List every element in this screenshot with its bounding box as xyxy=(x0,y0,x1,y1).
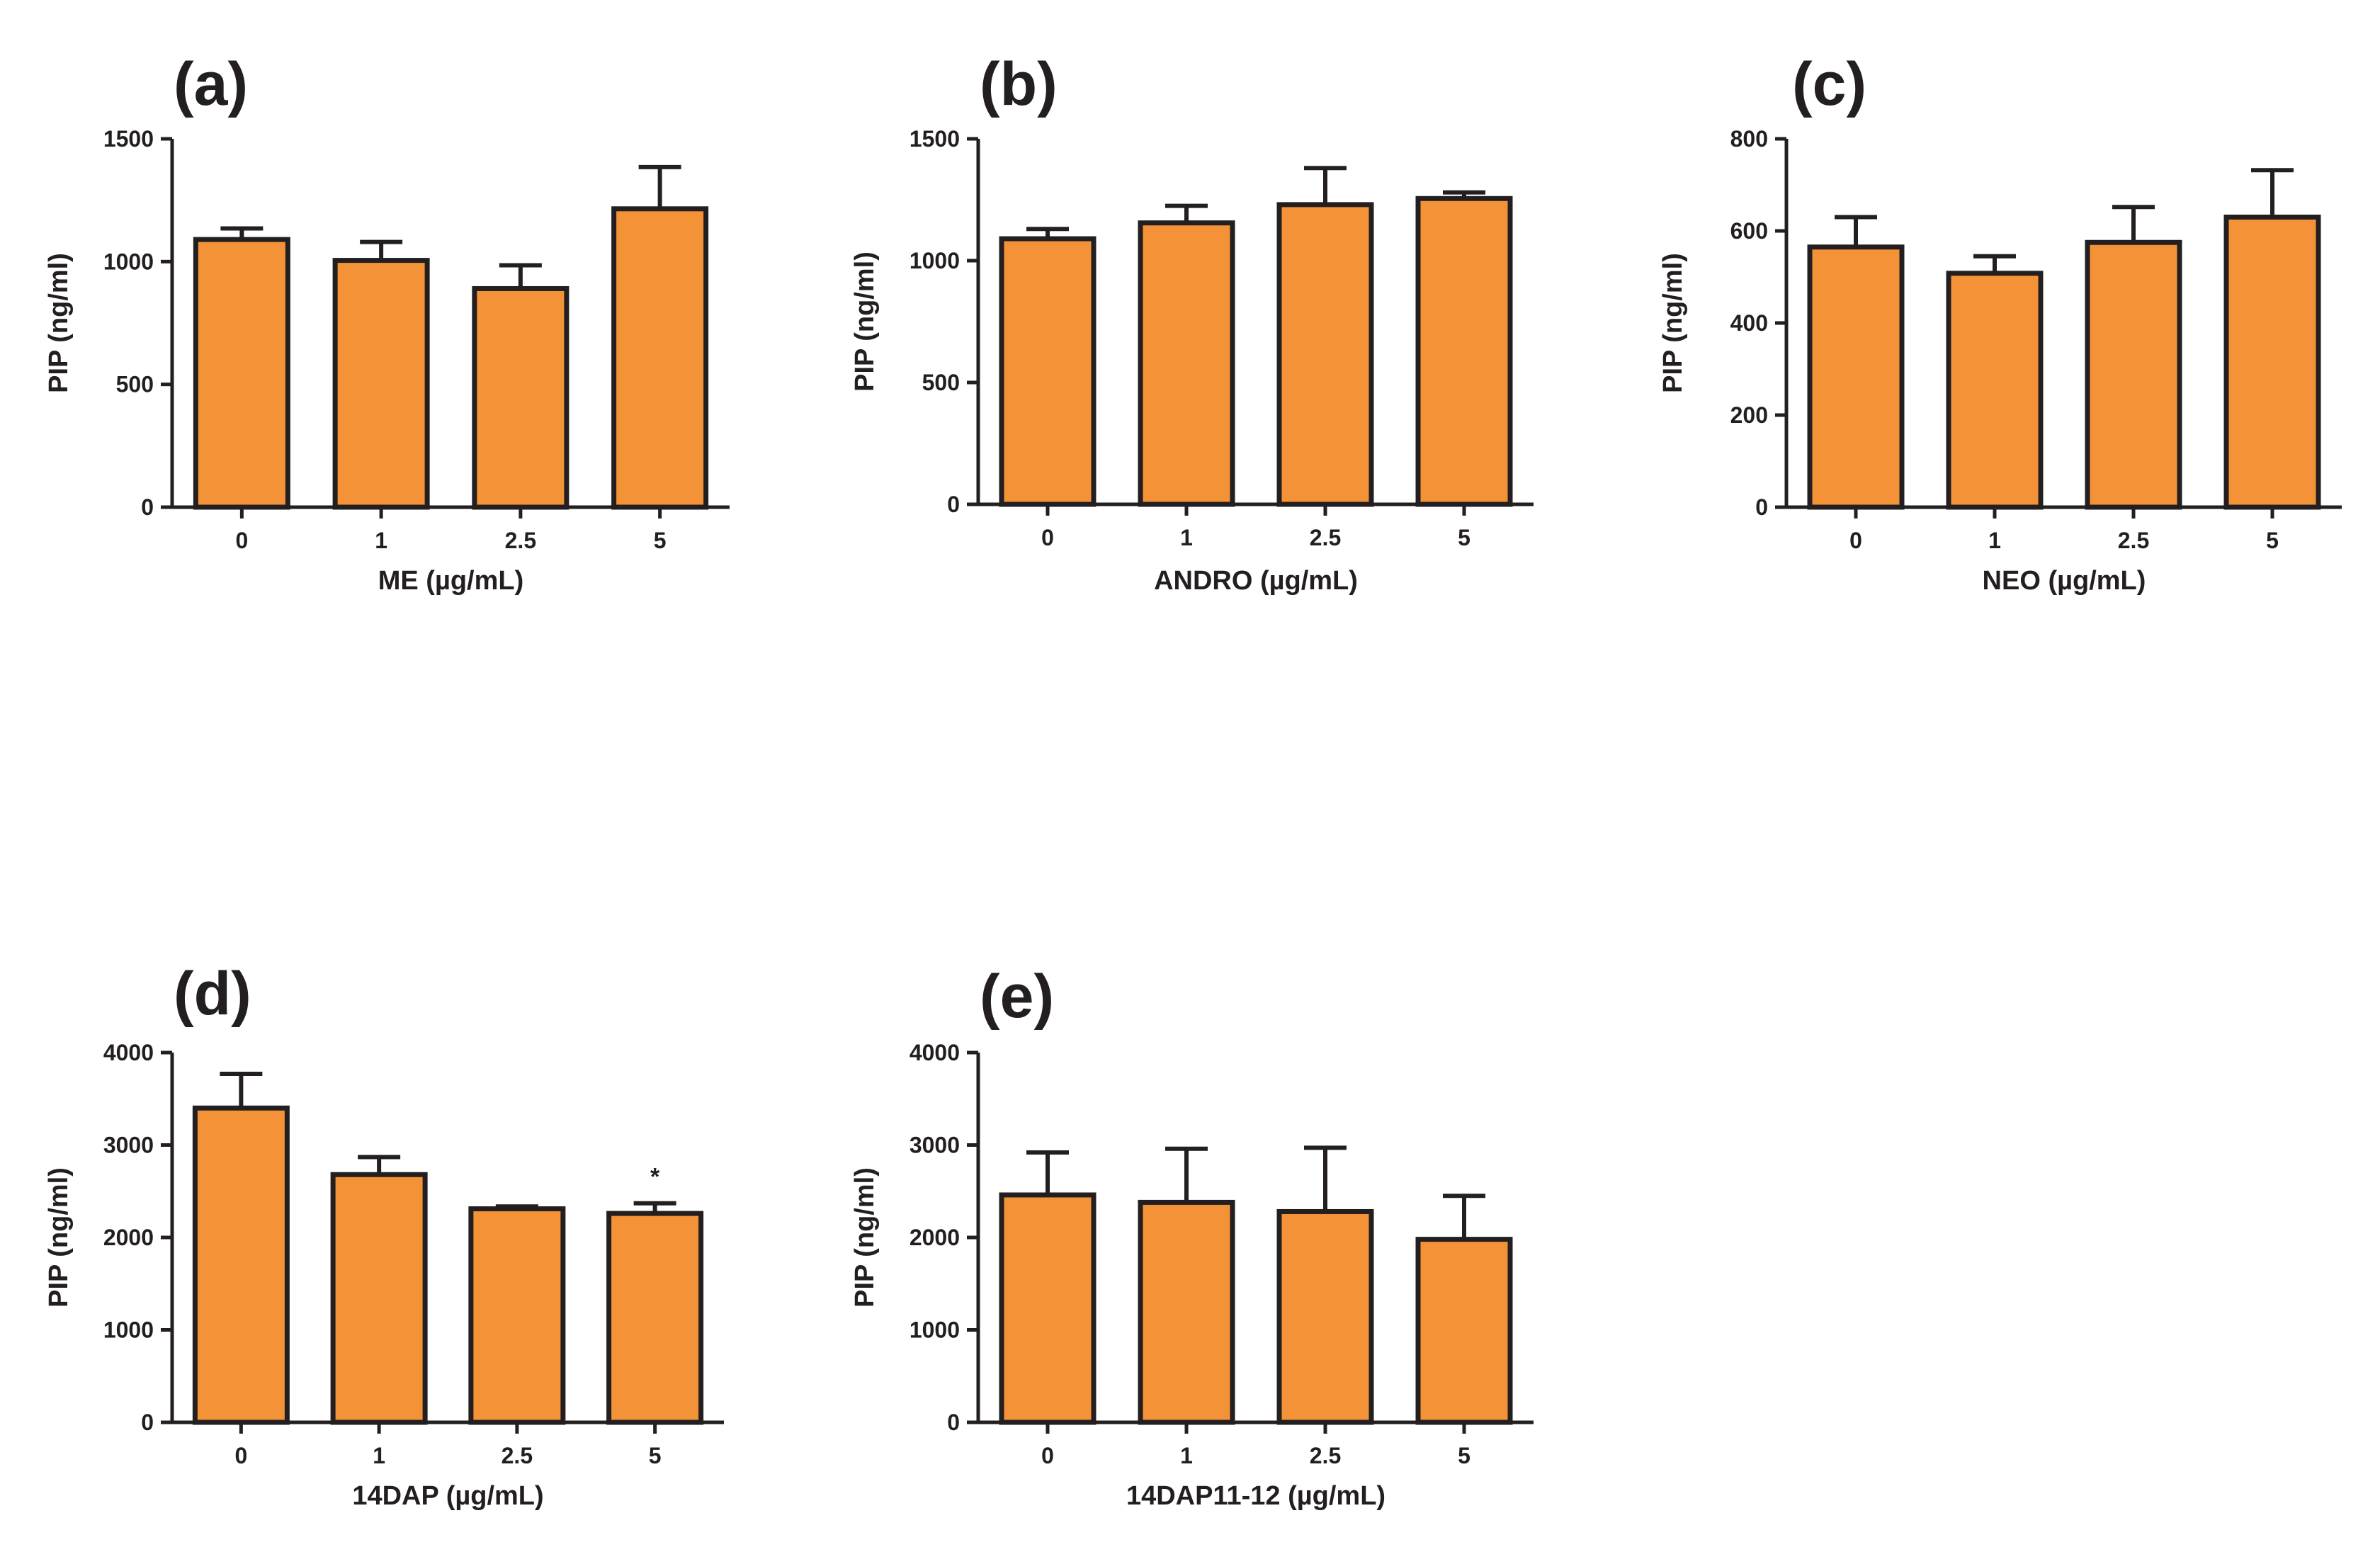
significance-marker: * xyxy=(650,1164,660,1191)
y-tick-label: 1000 xyxy=(910,248,960,273)
bar xyxy=(193,237,290,510)
bar xyxy=(332,258,430,510)
bar xyxy=(1807,244,1905,510)
y-tick-label: 2000 xyxy=(103,1225,154,1250)
panel-label: (b) xyxy=(980,50,1058,118)
x-tick-label: 0 xyxy=(1849,528,1862,553)
x-tick-label: 1 xyxy=(1180,1443,1193,1468)
y-tick-label: 1000 xyxy=(103,249,154,274)
x-tick-label: 1 xyxy=(373,1443,385,1468)
y-tick-label: 1000 xyxy=(910,1318,960,1343)
x-tick-label: 2.5 xyxy=(502,1443,533,1468)
x-tick-label: 5 xyxy=(1458,525,1470,550)
x-tick-label: 0 xyxy=(235,528,248,553)
chart-panel: (d) 0 1000 2000 3000 4000 0 1 2.5 5 * 14DAP (µg/mL)… xyxy=(44,960,724,1511)
x-tick-label: 5 xyxy=(654,528,667,553)
x-tick-label: 2.5 xyxy=(2118,528,2149,553)
bar xyxy=(1946,271,2044,510)
x-tick-label: 0 xyxy=(1041,525,1054,550)
bar xyxy=(606,1211,704,1425)
bar xyxy=(468,1206,566,1425)
x-tick-label: 1 xyxy=(1180,525,1193,550)
bar xyxy=(2223,215,2321,510)
x-tick-label: 1 xyxy=(375,528,387,553)
bar xyxy=(611,206,709,510)
panel-label: (c) xyxy=(1792,50,1866,118)
y-tick-label: 500 xyxy=(922,370,960,395)
y-tick-label: 1000 xyxy=(103,1318,154,1343)
bar xyxy=(1138,1199,1235,1425)
y-axis-title: PIP (ng/ml) xyxy=(850,251,880,392)
y-tick-label: 0 xyxy=(141,494,154,520)
y-tick-label: 400 xyxy=(1730,310,1768,336)
bar xyxy=(1276,202,1374,507)
x-tick-label: 2.5 xyxy=(1310,1443,1341,1468)
x-tick-label: 0 xyxy=(1041,1443,1054,1468)
x-axis-title: 14DAP11-12 (µg/mL) xyxy=(1126,1481,1386,1511)
y-tick-label: 4000 xyxy=(910,1040,960,1065)
x-tick-label: 5 xyxy=(649,1443,662,1468)
y-tick-label: 0 xyxy=(1755,494,1768,520)
panel-label: (a) xyxy=(174,50,248,118)
y-tick-label: 0 xyxy=(947,1410,960,1435)
x-tick-label: 2.5 xyxy=(505,528,536,553)
x-tick-label: 2.5 xyxy=(1310,525,1341,550)
y-axis-title: PIP (ng/ml) xyxy=(850,1167,880,1308)
bar xyxy=(999,236,1096,507)
y-tick-label: 3000 xyxy=(103,1133,154,1158)
bar xyxy=(192,1105,290,1425)
x-axis-title: ME (µg/mL) xyxy=(378,566,524,596)
y-axis-title: PIP (ng/ml) xyxy=(1658,253,1688,393)
bar xyxy=(2085,239,2182,510)
y-tick-label: 500 xyxy=(116,372,154,397)
y-tick-label: 3000 xyxy=(910,1133,960,1158)
y-axis-title: PIP (ng/ml) xyxy=(44,253,74,393)
y-tick-label: 800 xyxy=(1730,126,1768,152)
bar xyxy=(1276,1208,1374,1425)
chart-panel: (e) 0 1000 2000 3000 4000 0 1 2.5 5 14DAP11-12 (µg… xyxy=(850,963,1534,1511)
y-tick-label: 1500 xyxy=(103,126,154,152)
bar xyxy=(472,285,570,510)
x-axis-title: 14DAP (µg/mL) xyxy=(352,1481,543,1511)
x-axis-title: NEO (µg/mL) xyxy=(1983,566,2146,596)
y-tick-label: 2000 xyxy=(910,1225,960,1250)
chart-panel: (b) 0 500 1000 1500 0 1 2.5 5 ANDRO (µg/mL) PIP (n… xyxy=(850,50,1534,596)
y-tick-label: 0 xyxy=(947,492,960,517)
bar xyxy=(999,1192,1096,1425)
y-tick-label: 0 xyxy=(141,1410,154,1435)
chart-panel: (c) 0 200 400 600 800 0 1 2.5 5 NEO (µg/mL) PIP (ng… xyxy=(1658,50,2342,596)
panel-label: (e) xyxy=(980,963,1054,1031)
x-tick-label: 5 xyxy=(2266,528,2279,553)
bar xyxy=(1138,220,1235,507)
x-tick-label: 0 xyxy=(234,1443,247,1468)
bar xyxy=(1415,196,1513,507)
x-axis-title: ANDRO (µg/mL) xyxy=(1154,566,1358,596)
x-tick-label: 5 xyxy=(1458,1443,1470,1468)
x-tick-label: 1 xyxy=(1988,528,2001,553)
y-tick-label: 200 xyxy=(1730,402,1768,428)
y-axis-title: PIP (ng/ml) xyxy=(44,1167,74,1308)
bar xyxy=(330,1172,428,1425)
y-tick-label: 4000 xyxy=(103,1040,154,1065)
panel-label: (d) xyxy=(174,960,251,1028)
chart-panel: (a) 0 500 1000 1500 0 1 2.5 5 ME (µg/mL) PIP (ng/m… xyxy=(44,50,730,596)
bar xyxy=(1415,1237,1513,1425)
y-tick-label: 600 xyxy=(1730,218,1768,244)
y-tick-label: 1500 xyxy=(910,126,960,152)
